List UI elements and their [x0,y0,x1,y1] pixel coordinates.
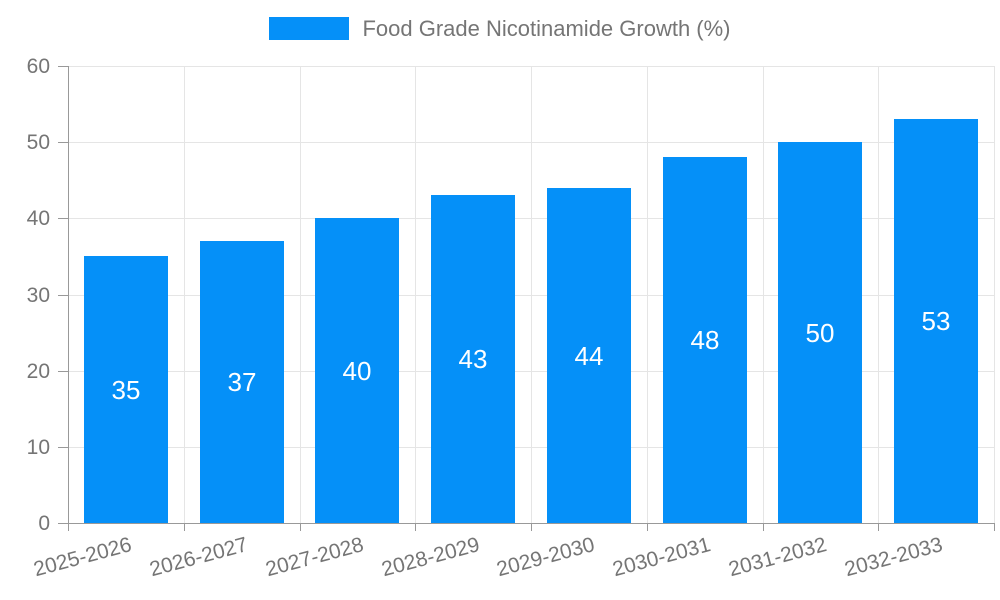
x-tick-mark [531,523,532,531]
x-tick-mark [763,523,764,531]
legend-item[interactable]: Food Grade Nicotinamide Growth (%) [0,17,1000,40]
y-tick-label: 10 [26,436,50,459]
bar-value-label: 35 [111,374,141,405]
y-tick-label: 60 [26,55,50,78]
legend-swatch-icon [269,17,350,40]
y-tick-label: 30 [26,284,50,307]
x-tick-label: 2025-2026 [31,533,135,582]
x-tick-mark [300,523,301,531]
bar[interactable]: 48 [663,157,747,523]
x-gridline [531,66,532,523]
x-tick-label: 2029-2030 [494,533,598,582]
y-tick-mark [58,295,68,296]
bar[interactable]: 35 [84,256,168,523]
y-tick-mark [58,371,68,372]
bar-value-label: 53 [921,306,951,336]
x-axis-line [68,523,994,524]
bar-value-label: 37 [227,367,257,397]
bar[interactable]: 40 [315,218,399,523]
x-gridline [878,66,879,523]
bar-value-label: 50 [805,317,835,348]
bar-value-label: 48 [690,325,720,355]
y-tick-mark [58,66,68,67]
x-tick-label: 2026-2027 [147,533,251,582]
y-gridline [68,66,994,67]
x-tick-label: 2031-2032 [726,533,830,582]
x-gridline [647,66,648,523]
x-tick-label: 2028-2029 [378,533,482,582]
y-tick-label: 50 [26,131,50,154]
y-tick-label: 0 [38,512,50,535]
x-tick-mark [415,523,416,531]
bar[interactable]: 43 [431,195,515,523]
y-tick-label: 20 [26,360,50,383]
bar-value-label: 40 [342,355,372,386]
x-gridline [994,66,995,523]
x-gridline [184,66,185,523]
bar[interactable]: 44 [547,188,631,523]
x-tick-label: 2030-2031 [610,533,714,582]
x-gridline [300,66,301,523]
x-tick-mark [647,523,648,531]
y-tick-mark [58,218,68,219]
x-tick-mark [878,523,879,531]
x-tick-label: 2032-2033 [841,533,945,582]
y-tick-mark [58,523,68,524]
x-tick-label: 2027-2028 [263,533,367,582]
bar[interactable]: 53 [894,119,978,523]
y-tick-mark [58,142,68,143]
legend-label: Food Grade Nicotinamide Growth (%) [362,15,731,41]
x-gridline [763,66,764,523]
bar-value-label: 44 [574,340,604,371]
bar[interactable]: 50 [778,142,862,523]
x-gridline [415,66,416,523]
bar[interactable]: 37 [200,241,284,523]
y-tick-mark [58,447,68,448]
y-axis-line [68,66,69,531]
bar-value-label: 43 [458,344,488,374]
x-tick-mark [994,523,995,531]
x-tick-mark [184,523,185,531]
y-tick-label: 40 [26,207,50,230]
